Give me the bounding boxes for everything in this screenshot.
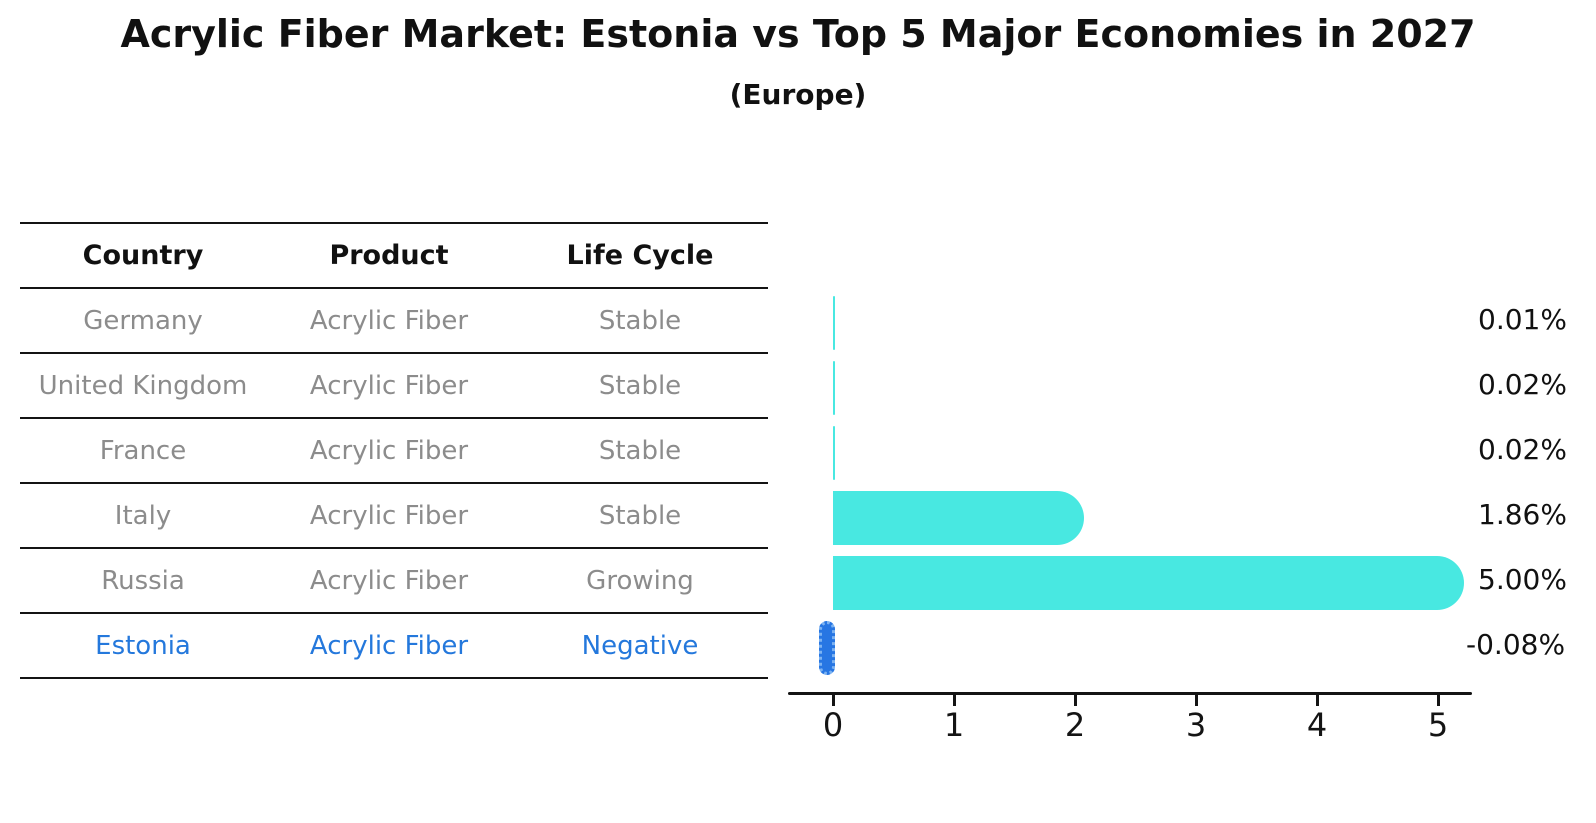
column-header-country: Country <box>82 240 204 271</box>
table-row: Italy Acrylic Fiber Stable <box>20 484 768 549</box>
product-cell: Acrylic Fiber <box>309 565 469 596</box>
table-row-highlighted-estonia: Estonia Acrylic Fiber Negative <box>20 614 768 679</box>
bar-value-label: 1.86% <box>1478 497 1567 531</box>
product-cell: Acrylic Fiber <box>309 435 469 466</box>
x-tick-mark <box>1437 695 1440 706</box>
country-cell: Russia <box>101 565 185 596</box>
x-tick-label: 1 <box>943 706 965 744</box>
bar-italy <box>833 490 1085 545</box>
table-row: Germany Acrylic Fiber Stable <box>20 289 768 354</box>
table-header-row: Country Product Life Cycle <box>20 224 768 289</box>
country-cell: Estonia <box>95 630 191 661</box>
country-cell: Italy <box>114 500 172 531</box>
column-header-product: Product <box>329 240 449 271</box>
x-tick-mark <box>1316 695 1319 706</box>
country-cell: Germany <box>83 305 203 336</box>
chart-subtitle: (Europe) <box>729 78 867 111</box>
x-tick-label: 2 <box>1064 706 1086 744</box>
bar-value-label: 5.00% <box>1478 562 1567 596</box>
product-cell: Acrylic Fiber <box>309 305 469 336</box>
bar-value-label: 0.02% <box>1478 432 1567 466</box>
bar-russia <box>833 555 1464 610</box>
bar-germany <box>833 295 835 350</box>
bar-value-label: -0.08% <box>1466 627 1566 661</box>
life-cycle-cell: Stable <box>598 370 682 401</box>
x-tick-mark <box>953 695 956 706</box>
x-tick-label: 3 <box>1185 706 1207 744</box>
x-tick-label: 5 <box>1427 706 1449 744</box>
chart-title: Acrylic Fiber Market: Estonia vs Top 5 M… <box>120 12 1476 56</box>
table-row: United Kingdom Acrylic Fiber Stable <box>20 354 768 419</box>
x-tick-mark <box>1195 695 1198 706</box>
x-tick-label: 4 <box>1306 706 1328 744</box>
life-cycle-cell: Stable <box>598 305 682 336</box>
life-cycle-cell: Growing <box>586 565 694 596</box>
country-cell: France <box>99 435 187 466</box>
country-cell: United Kingdom <box>38 370 248 401</box>
product-cell: Acrylic Fiber <box>309 500 469 531</box>
x-tick-mark <box>1074 695 1077 706</box>
product-cell: Acrylic Fiber <box>309 630 469 661</box>
x-tick-label: 0 <box>822 706 844 744</box>
life-cycle-cell: Stable <box>598 435 682 466</box>
bar-value-label: 0.02% <box>1478 367 1567 401</box>
column-header-life-cycle: Life Cycle <box>566 240 714 271</box>
table-row: France Acrylic Fiber Stable <box>20 419 768 484</box>
product-cell: Acrylic Fiber <box>309 370 469 401</box>
table-row: Russia Acrylic Fiber Growing <box>20 549 768 614</box>
x-tick-mark <box>832 695 835 706</box>
life-cycle-cell: Stable <box>598 500 682 531</box>
bar-france <box>833 425 836 480</box>
life-cycle-cell: Negative <box>581 630 699 661</box>
bar-estonia-negative <box>819 620 835 675</box>
country-table: Country Product Life Cycle Germany Acryl… <box>20 222 768 679</box>
bar-value-label: 0.01% <box>1478 302 1567 336</box>
x-axis-line <box>788 692 1472 695</box>
bar-united-kingdom <box>833 360 836 415</box>
